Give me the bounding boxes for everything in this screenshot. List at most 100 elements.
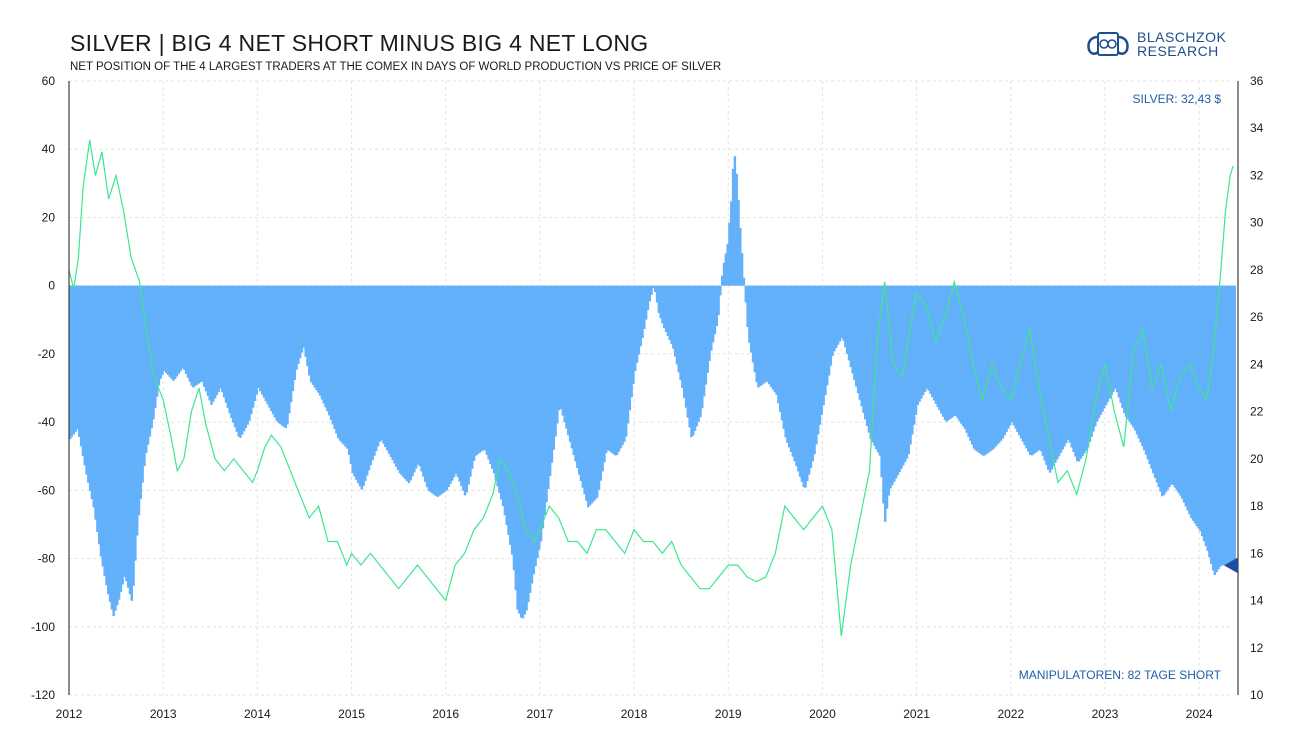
net-position-bar — [614, 285, 617, 456]
net-position-bar — [329, 285, 333, 420]
net-position-bar — [1155, 285, 1159, 483]
net-position-bar — [221, 285, 224, 393]
net-position-bar — [574, 285, 577, 462]
y-right-tick-label: 36 — [1250, 74, 1264, 88]
net-position-bar — [74, 285, 77, 432]
net-position-bar — [145, 285, 148, 453]
net-position-bar — [442, 285, 445, 493]
net-position-bar — [1191, 285, 1195, 521]
net-position-bar — [525, 285, 528, 611]
y-left-tick-label: 40 — [42, 142, 56, 156]
net-position-bar — [201, 285, 204, 383]
net-position-bar — [896, 285, 900, 476]
net-position-bar — [1193, 285, 1197, 524]
net-position-bar — [688, 285, 691, 428]
net-position-bar — [1016, 285, 1019, 432]
net-position-bar — [539, 285, 543, 542]
net-position-bar — [1181, 285, 1184, 499]
net-position-bar — [815, 285, 818, 445]
net-position-bar — [367, 285, 371, 471]
net-position-bar — [961, 285, 965, 427]
net-position-bar — [1188, 285, 1191, 515]
net-position-bar — [927, 285, 930, 391]
net-position-bar — [1007, 285, 1010, 429]
net-position-bar — [844, 285, 847, 348]
net-position-bar — [366, 285, 369, 476]
net-position-bar — [789, 285, 793, 453]
net-position-bar — [116, 285, 119, 606]
net-position-bar — [985, 285, 988, 455]
net-position-bar — [1115, 285, 1119, 393]
net-position-bar — [724, 253, 728, 286]
net-position-bar — [384, 285, 387, 448]
net-position-bar — [873, 285, 876, 446]
net-position-bar — [107, 285, 110, 595]
net-position-bar — [923, 285, 927, 392]
net-position-bar — [512, 285, 516, 571]
net-position-bar — [356, 285, 360, 484]
net-position-bar — [1014, 285, 1017, 429]
net-position-bar — [212, 285, 215, 402]
net-position-bar — [916, 285, 920, 406]
net-position-bar — [137, 285, 141, 516]
net-position-bar — [467, 285, 470, 485]
net-position-bar — [391, 285, 394, 461]
y-right-tick-label: 22 — [1250, 405, 1264, 419]
net-position-bar — [777, 285, 780, 404]
net-position-bar — [657, 285, 661, 313]
silver-price-annotation: SILVER: 32,43 $ — [1133, 92, 1222, 106]
net-position-bar — [558, 285, 561, 411]
net-position-bar — [101, 285, 105, 567]
y-left-tick-label: 20 — [42, 210, 56, 224]
net-position-bar — [69, 285, 72, 440]
y-left-tick-label: -20 — [38, 347, 56, 361]
net-position-bar — [465, 285, 469, 493]
net-position-bar — [963, 285, 967, 429]
net-position-bar — [259, 285, 262, 392]
net-position-bar — [1139, 285, 1142, 443]
net-position-bar — [603, 285, 606, 463]
net-position-bar — [1023, 285, 1026, 446]
x-tick-label: 2018 — [621, 707, 648, 721]
net-position-bar — [1039, 285, 1043, 452]
net-position-bar — [516, 285, 519, 610]
net-position-bar — [1133, 285, 1137, 431]
chart-title: SILVER | BIG 4 NET SHORT MINUS BIG 4 NET… — [70, 30, 649, 56]
y-right-tick-label: 24 — [1250, 357, 1264, 371]
y-right-tick-label: 16 — [1250, 546, 1264, 560]
net-position-bar — [148, 285, 152, 437]
net-position-bar — [1220, 285, 1224, 566]
net-position-bar — [1168, 285, 1171, 488]
net-position-bar — [932, 285, 936, 401]
net-position-bar — [476, 285, 479, 455]
net-position-bar — [818, 285, 822, 425]
net-position-bar — [199, 285, 202, 383]
net-position-bar — [749, 285, 753, 353]
y-left-tick-label: -60 — [38, 483, 56, 497]
net-position-bar — [1159, 285, 1162, 492]
net-position-bar — [217, 285, 220, 392]
net-position-bar — [806, 285, 809, 482]
net-short-annotation: MANIPULATOREN: 82 TAGE SHORT — [1019, 668, 1222, 682]
net-position-bar — [471, 285, 474, 469]
net-position-bar — [615, 285, 619, 455]
net-position-bar — [92, 285, 95, 508]
net-position-bar — [936, 285, 939, 408]
net-position-bar — [119, 285, 123, 593]
net-position-bar — [326, 285, 329, 412]
net-position-bar — [735, 173, 738, 286]
latest-value-marker-icon — [1224, 557, 1238, 574]
net-position-bar — [304, 285, 307, 357]
net-position-bar — [501, 285, 505, 507]
net-position-bar — [836, 285, 840, 345]
net-position-bar — [402, 285, 405, 478]
net-position-bar — [1052, 285, 1055, 467]
net-position-bar — [884, 285, 887, 522]
net-position-bar — [433, 285, 436, 495]
net-position-bar — [215, 285, 219, 396]
net-position-bar — [635, 285, 639, 363]
net-position-bar — [945, 285, 949, 422]
net-position-bar — [431, 285, 434, 494]
net-position-bar — [920, 285, 923, 399]
x-tick-label: 2017 — [527, 707, 554, 721]
